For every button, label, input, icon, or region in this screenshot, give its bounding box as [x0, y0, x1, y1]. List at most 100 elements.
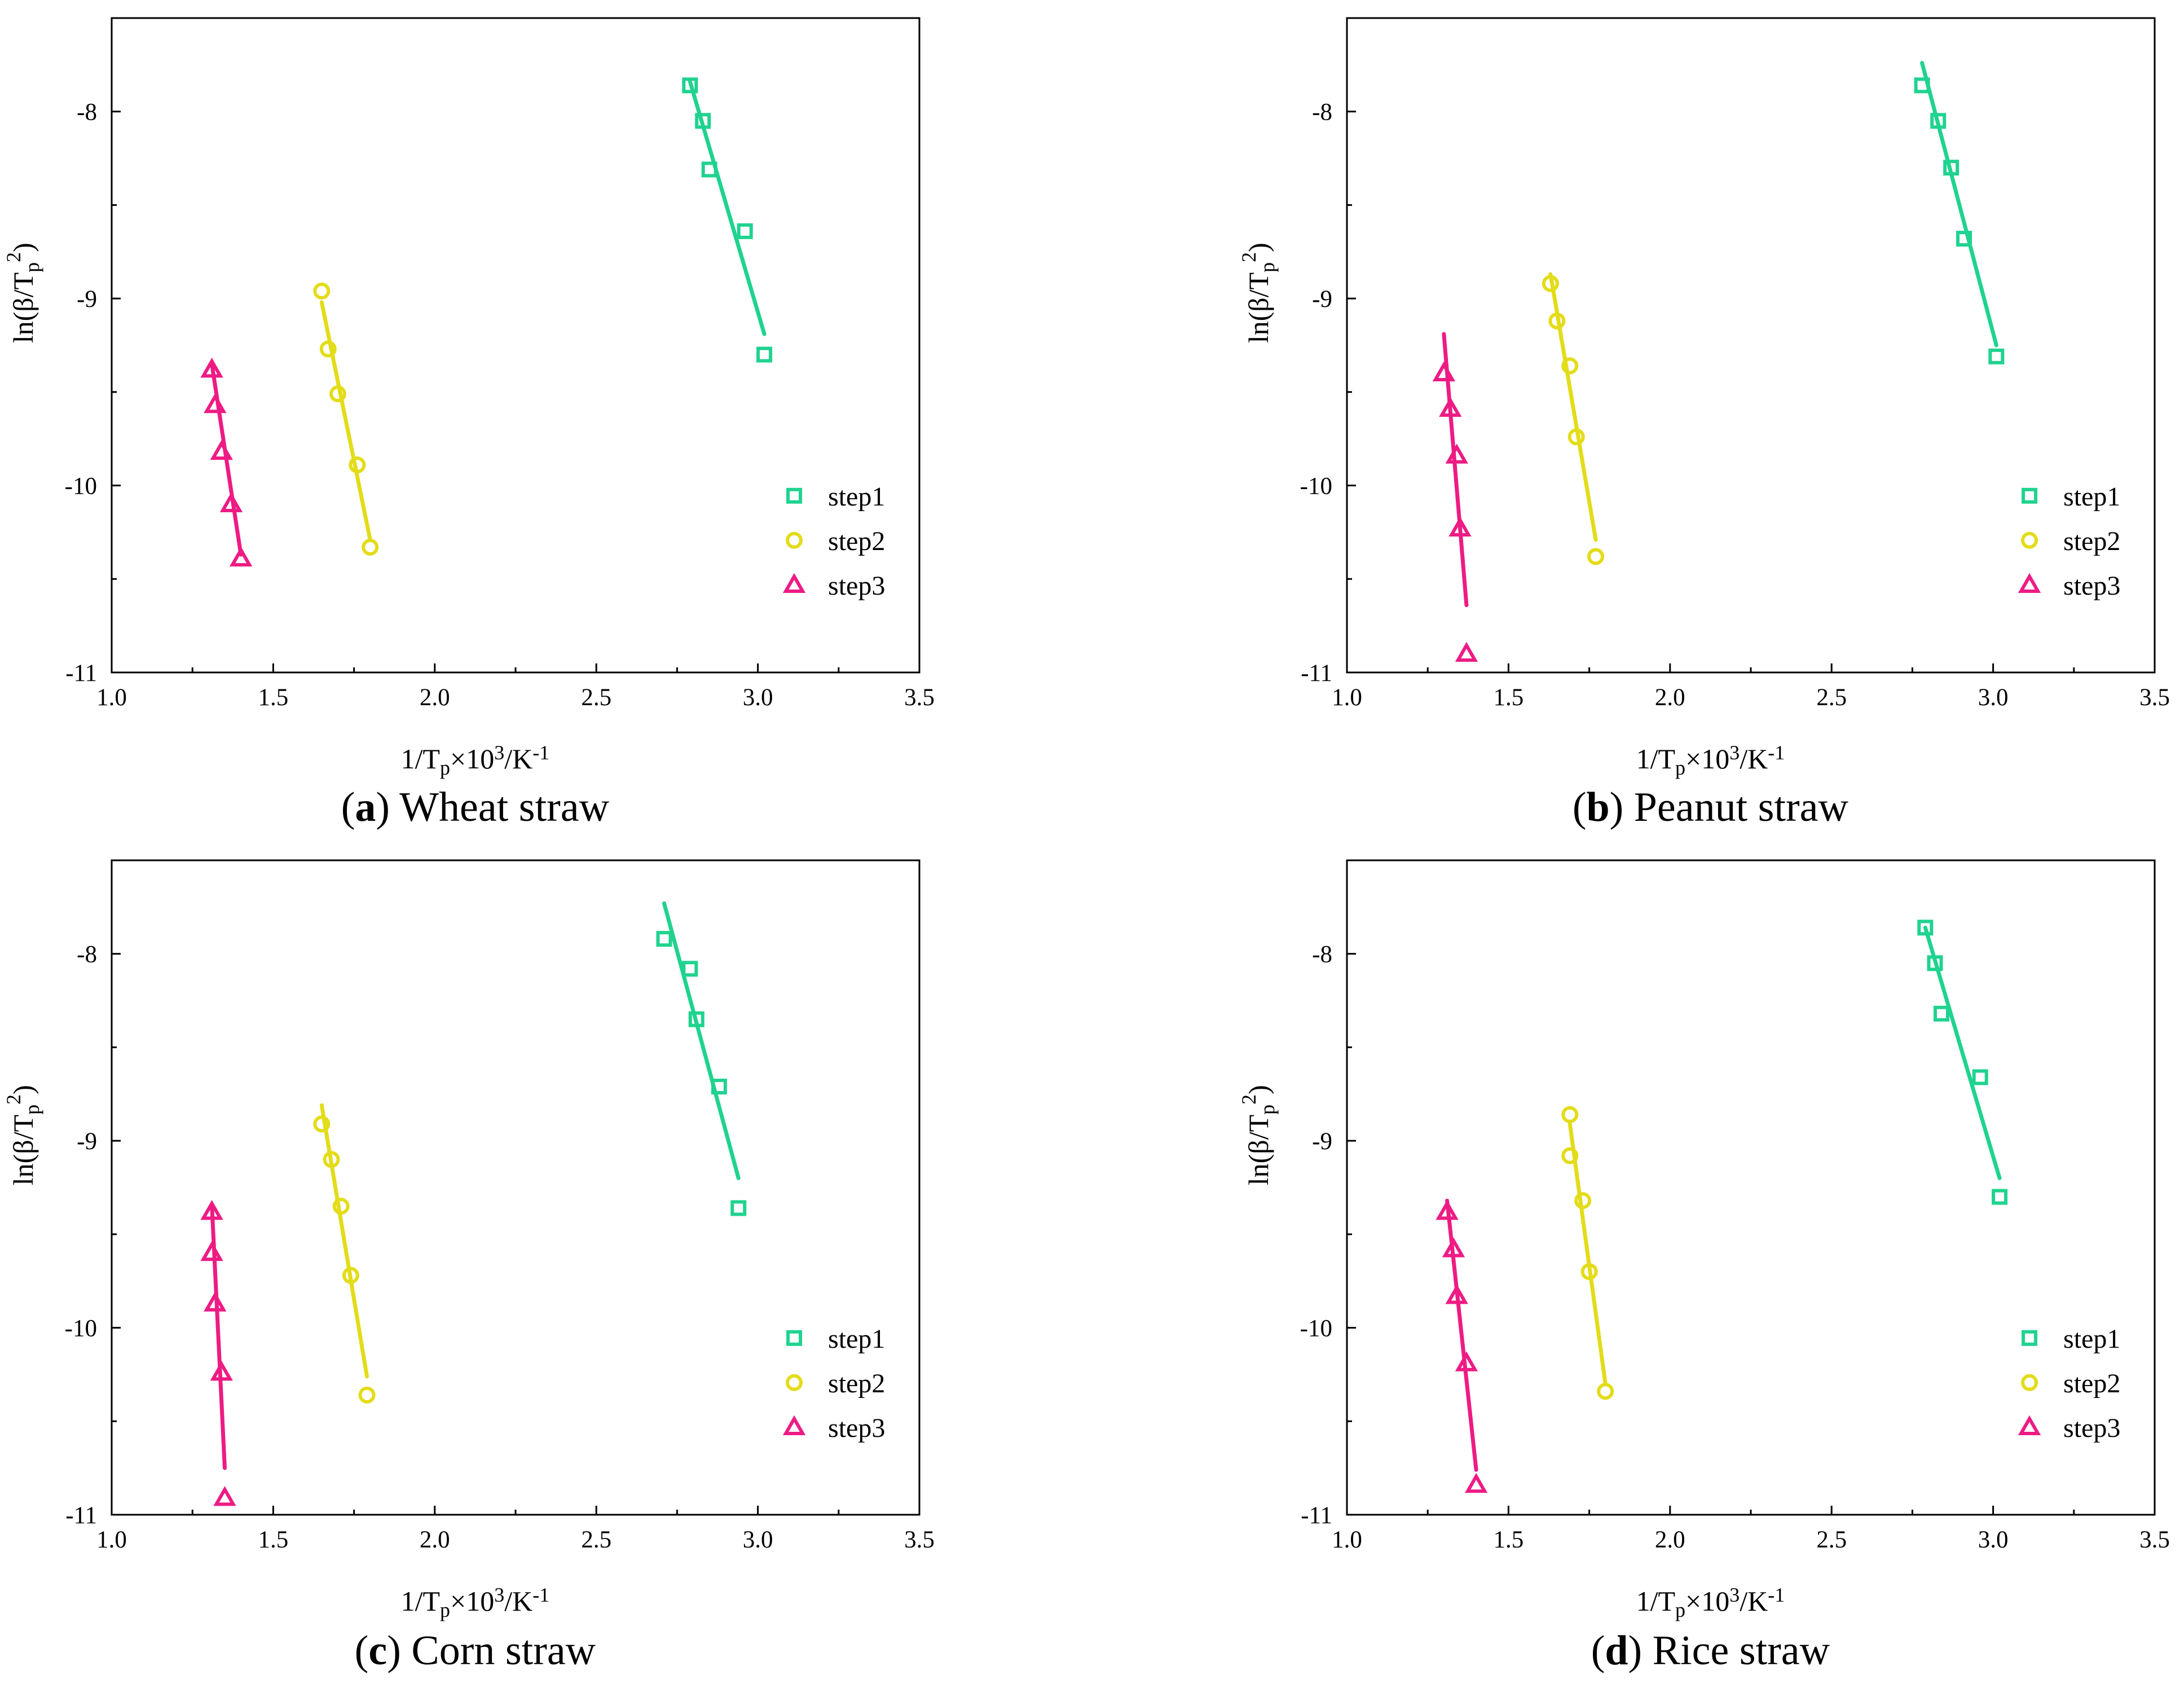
data-point-step1	[701, 161, 717, 178]
legend-marker-step2	[786, 531, 803, 549]
y-tick-label: -9	[1312, 1128, 1332, 1155]
y-tick-label: -8	[1312, 942, 1332, 968]
y-tick-label: -10	[1300, 1316, 1332, 1342]
data-point-step2	[1561, 357, 1579, 375]
data-point-step3	[210, 1361, 233, 1381]
plot-frame	[1346, 17, 2156, 674]
x-tick-label: 3.5	[904, 1527, 935, 1553]
series-step1	[1917, 920, 2008, 1205]
data-point-step1	[1992, 1189, 2008, 1205]
data-point-step2	[1587, 548, 1605, 565]
data-point-step1	[730, 1200, 747, 1216]
data-point-step1	[756, 346, 773, 363]
x-axis-title: 1/Tp×103/K-1	[401, 741, 550, 779]
fit-line-step3	[1445, 1198, 1478, 1472]
fit-line-step2	[319, 1103, 369, 1379]
legend-label-step1: step1	[2063, 482, 2120, 512]
x-tick-label: 2.0	[1655, 1527, 1685, 1553]
x-tick-label: 1.5	[258, 684, 289, 711]
chart-panel-a: 1.0 1.5 2.0 2.5 3.0 3.5 -8 -9 -10 -11 1/Tp×103/K-1…	[2, 17, 935, 830]
x-tick-label: 1.5	[1494, 684, 1524, 711]
fit-line-step1	[662, 901, 741, 1180]
legend-label-step1: step1	[828, 482, 885, 512]
y-tick-label: -10	[65, 473, 97, 500]
y-tick-label: -9	[77, 1128, 97, 1155]
data-point-step3	[210, 439, 233, 460]
data-point-step1	[688, 1011, 704, 1027]
y-axis-title: ln(β/Tp2)	[1238, 1085, 1278, 1185]
data-point-step2	[313, 1115, 331, 1133]
fit-line-step1	[1923, 925, 2002, 1180]
data-point-step2	[1597, 1383, 1614, 1400]
x-tick-label: 1.0	[1332, 1527, 1362, 1553]
series-step3	[1436, 1198, 1488, 1493]
data-point-step3	[200, 1200, 223, 1220]
series-step3	[1432, 332, 1478, 662]
data-point-step1	[1972, 1069, 1988, 1085]
y-tick-label: -8	[77, 942, 97, 968]
x-tick-label: 1.0	[1332, 684, 1362, 711]
chart-panel-b: 1.0 1.5 2.0 2.5 3.0 3.5 -8 -9 -10 -11 1/Tp×103/K-1…	[1238, 17, 2170, 830]
x-tick-label: 2.0	[1655, 684, 1685, 711]
data-point-step2	[1561, 1106, 1579, 1123]
series-step1	[1914, 61, 2005, 364]
legend-label-step3: step3	[2063, 571, 2120, 601]
fit-line-step3	[210, 1202, 227, 1470]
data-point-step1	[1927, 955, 1943, 971]
data-point-step3	[1436, 1200, 1459, 1220]
data-point-step3	[200, 1241, 223, 1261]
x-tick-label: 2.5	[581, 1527, 611, 1553]
x-tick-label: 3.0	[743, 1527, 773, 1553]
x-tick-label: 3.0	[1978, 684, 2009, 711]
x-tick-label: 3.5	[2139, 684, 2170, 711]
y-axis-title: ln(β/Tp2)	[2, 243, 43, 343]
data-point-step1	[1956, 231, 1972, 247]
series-step1	[656, 901, 747, 1216]
x-tick-label: 3.0	[743, 684, 773, 711]
data-point-step2	[349, 456, 366, 474]
fit-line-step2	[319, 300, 372, 542]
data-point-step3	[1445, 1284, 1468, 1304]
legend-label-step2: step2	[2063, 1369, 2120, 1399]
fit-line-step3	[1442, 332, 1469, 608]
series-step3	[200, 1200, 236, 1506]
series-step2	[313, 1103, 376, 1404]
data-point-step1	[1933, 1005, 1949, 1022]
y-tick-label: -10	[65, 1316, 97, 1342]
data-point-step3	[1455, 1351, 1478, 1371]
y-tick-label: -10	[1300, 473, 1332, 500]
y-axis-title: ln(β/Tp2)	[2, 1085, 43, 1185]
data-point-step3	[1455, 641, 1478, 662]
data-point-step1	[682, 77, 698, 94]
data-point-step2	[362, 538, 379, 556]
data-point-step1	[1988, 348, 2005, 364]
data-point-step2	[358, 1386, 376, 1404]
x-tick-label: 1.5	[258, 1527, 289, 1553]
y-tick-label: -11	[65, 1502, 97, 1529]
y-tick-label: -8	[1312, 99, 1332, 126]
data-point-step2	[1561, 1147, 1579, 1164]
legend-marker-step1	[2022, 487, 2038, 504]
y-tick-label: -11	[1301, 660, 1332, 687]
x-tick-label: 1.0	[96, 684, 127, 711]
data-point-step1	[682, 961, 698, 977]
legend-label-step1: step1	[2063, 1324, 2120, 1354]
data-point-step3	[1464, 1472, 1488, 1493]
data-point-step1	[1930, 113, 1947, 129]
panel-caption: (c) Corn straw	[355, 1628, 596, 1674]
plot-frame	[1346, 859, 2156, 1516]
legend-marker-step2	[786, 1374, 803, 1391]
series-step3	[200, 358, 253, 567]
panel-caption: (b) Peanut straw	[1573, 784, 1849, 830]
data-point-step1	[1917, 920, 1934, 936]
x-tick-label: 3.0	[1978, 1527, 2009, 1553]
data-point-step2	[1542, 275, 1559, 292]
data-point-step3	[1442, 1237, 1465, 1257]
legend-marker-step2	[2021, 1374, 2038, 1391]
data-point-step3	[1439, 397, 1462, 417]
legend-marker-step1	[786, 487, 803, 504]
chart-panel-d: 1.0 1.5 2.0 2.5 3.0 3.5 -8 -9 -10 -11 1/Tp×103/K-1…	[1238, 859, 2170, 1674]
x-tick-label: 2.5	[581, 684, 611, 711]
data-point-step3	[1445, 443, 1468, 464]
data-point-step2	[1580, 1263, 1598, 1281]
